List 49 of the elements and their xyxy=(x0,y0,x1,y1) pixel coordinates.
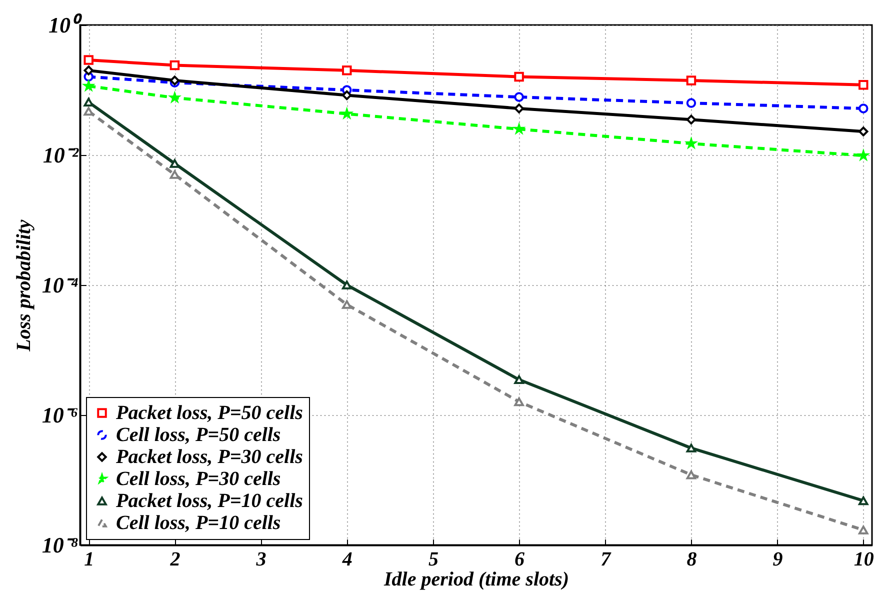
x-tick-label: 9 xyxy=(772,548,783,570)
x-tick-label: 4 xyxy=(341,548,352,570)
x-tick-label: 6 xyxy=(514,548,525,570)
x-tick-label: 8 xyxy=(686,548,697,570)
legend-label: Packet loss, P=50 cells xyxy=(115,402,304,424)
y-tick-label: 10⁻⁸ xyxy=(42,532,78,558)
point xyxy=(514,72,524,82)
point xyxy=(514,92,524,102)
point xyxy=(84,66,94,76)
point xyxy=(84,55,94,65)
x-tick-label: 3 xyxy=(255,548,266,570)
point xyxy=(858,104,868,114)
x-tick-label: 2 xyxy=(169,548,180,570)
point xyxy=(686,98,696,108)
point xyxy=(858,526,868,534)
point xyxy=(170,60,180,70)
y-tick-label: 10⁻⁴ xyxy=(42,272,78,298)
y-tick-label: 10⁻² xyxy=(42,142,79,168)
legend-label: Packet loss, P=10 cells xyxy=(115,490,304,512)
point xyxy=(686,470,696,480)
x-tick-label: 5 xyxy=(428,548,438,570)
x-tick-label: 1 xyxy=(84,548,94,570)
point xyxy=(858,126,868,136)
point xyxy=(686,114,696,125)
legend-label: Packet loss, P=30 cells xyxy=(115,446,304,468)
point xyxy=(858,496,868,506)
point xyxy=(858,80,868,90)
x-tick-label: 7 xyxy=(600,548,612,570)
y-tick-label: 10⁰ xyxy=(48,12,82,38)
y-axis-title: Loss probability xyxy=(12,220,35,352)
point xyxy=(686,444,696,452)
point xyxy=(514,104,524,114)
point xyxy=(514,397,524,406)
point xyxy=(514,375,524,384)
point xyxy=(342,300,352,309)
legend-label: Cell loss, P=30 cells xyxy=(116,468,281,490)
y-tick-label: 10⁻⁶ xyxy=(42,402,78,428)
point xyxy=(170,159,180,168)
x-tick-label: 10 xyxy=(854,548,874,570)
point xyxy=(84,106,94,116)
point xyxy=(170,170,180,179)
legend-label: Cell loss, P=50 cells xyxy=(116,424,281,446)
point xyxy=(342,90,352,100)
point xyxy=(686,76,696,86)
x-axis-title: Idle period (time slots) xyxy=(383,568,569,590)
point xyxy=(342,280,352,290)
point xyxy=(84,98,94,107)
point xyxy=(342,66,352,76)
legend-label: Cell loss, P=10 cells xyxy=(116,512,281,534)
